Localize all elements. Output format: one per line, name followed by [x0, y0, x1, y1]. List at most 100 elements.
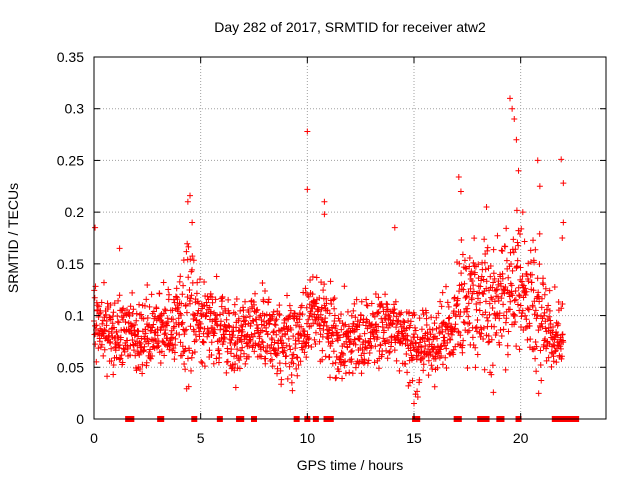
data-point [236, 365, 243, 372]
data-point [344, 308, 351, 315]
data-point [140, 347, 147, 354]
data-point [171, 323, 178, 330]
data-point [489, 362, 496, 369]
data-point [189, 253, 196, 260]
data-point [321, 281, 328, 288]
data-point [407, 318, 414, 325]
data-point [420, 361, 427, 368]
data-point [258, 321, 265, 328]
data-point [223, 369, 230, 376]
data-point [136, 339, 143, 346]
data-point [274, 370, 281, 377]
axis-ticks: 0 5 10 15 20 0 0.05 0.1 0.15 0.2 0.25 0.3 0.35 [57, 49, 606, 446]
data-point [184, 355, 191, 362]
data-point [518, 323, 525, 330]
data-point [190, 257, 197, 264]
data-point [289, 355, 296, 362]
data-point [470, 259, 477, 266]
data-point [377, 342, 384, 349]
data-point [282, 353, 289, 360]
data-point [311, 303, 318, 310]
data-point [140, 347, 147, 354]
data-point [438, 303, 445, 310]
x-tick-label: 15 [406, 430, 422, 446]
data-point [536, 298, 543, 305]
data-point [550, 341, 557, 348]
data-point [331, 312, 338, 319]
data-point [457, 332, 464, 339]
data-point [194, 310, 201, 317]
data-point [491, 298, 498, 305]
data-point [480, 335, 487, 342]
data-point [497, 326, 504, 333]
data-point [489, 304, 496, 311]
data-point [471, 269, 478, 276]
data-point [525, 278, 532, 285]
data-point [191, 328, 198, 335]
data-point [160, 323, 167, 330]
data-point [366, 338, 373, 345]
data-point [469, 334, 476, 341]
data-point [231, 367, 238, 374]
data-point [106, 339, 113, 346]
data-point [439, 289, 446, 296]
data-point [124, 337, 131, 344]
data-point [507, 298, 514, 305]
data-point [120, 305, 127, 312]
data-point [179, 352, 186, 359]
data-point [403, 325, 410, 332]
data-point [484, 244, 491, 251]
data-point [306, 335, 313, 342]
data-point [139, 370, 146, 377]
data-point [362, 344, 369, 351]
data-point [196, 333, 203, 340]
data-point [454, 301, 461, 308]
data-point [276, 310, 283, 317]
data-point [213, 355, 220, 362]
data-point [302, 285, 309, 292]
data-point [390, 309, 397, 316]
data-point [484, 317, 491, 324]
data-point [303, 354, 310, 361]
data-point [370, 333, 377, 340]
data-point [171, 349, 178, 356]
data-point [373, 329, 380, 336]
data-point [471, 235, 478, 242]
data-point [242, 298, 249, 305]
data-point [560, 219, 567, 226]
data-point [195, 307, 202, 314]
data-point [247, 337, 254, 344]
data-point [535, 289, 542, 296]
data-point [262, 355, 269, 362]
data-point [221, 335, 228, 342]
data-point [274, 365, 281, 372]
data-point [237, 353, 244, 360]
data-point [508, 260, 515, 267]
data-point [496, 341, 503, 348]
data-point [169, 307, 176, 314]
data-point [267, 317, 274, 324]
data-point [268, 356, 275, 363]
data-point [527, 336, 534, 343]
data-point [334, 337, 341, 344]
data-point [290, 333, 297, 340]
data-point [339, 375, 346, 382]
data-point [154, 326, 161, 333]
data-point [496, 310, 503, 317]
data-point [538, 320, 545, 327]
data-point [212, 296, 219, 303]
data-point [423, 321, 430, 328]
data-point [179, 319, 186, 326]
data-point [116, 292, 123, 299]
data-point [330, 348, 337, 355]
data-point [331, 305, 338, 312]
data-point [251, 330, 258, 337]
data-point [294, 319, 301, 326]
data-point [519, 310, 526, 317]
data-point [256, 333, 263, 340]
data-point [233, 295, 240, 302]
data-point [342, 321, 349, 328]
data-point [498, 295, 505, 302]
data-point [443, 283, 449, 290]
data-point [326, 310, 333, 317]
